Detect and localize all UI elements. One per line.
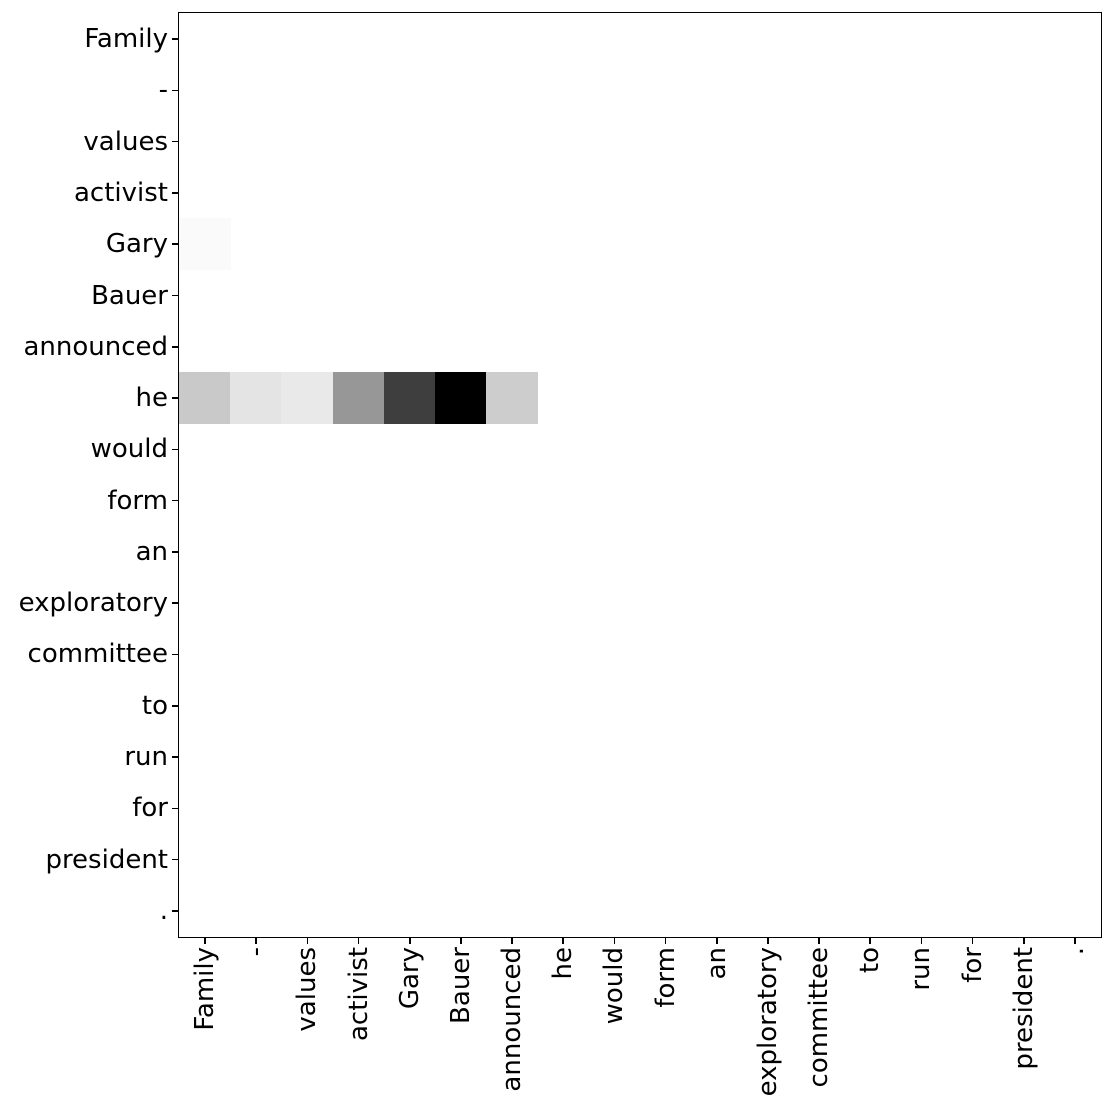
y-tick-mark bbox=[172, 858, 178, 861]
y-tick-label-committee: committee bbox=[27, 639, 168, 670]
x-tick-mark bbox=[562, 938, 565, 944]
y-tick-mark bbox=[172, 140, 178, 143]
y-tick-label-for: for bbox=[132, 793, 168, 824]
y-tick-mark bbox=[172, 397, 178, 399]
y-tick-label-announced: announced bbox=[23, 331, 168, 362]
x-tick-mark bbox=[767, 938, 769, 944]
x-tick-label-would: would bbox=[599, 947, 630, 1025]
y-tick-mark bbox=[172, 653, 178, 656]
x-tick-label-an: an bbox=[701, 947, 732, 980]
x-tick-mark bbox=[613, 938, 616, 944]
x-tick-label-values: values bbox=[292, 947, 323, 1032]
x-tick-mark bbox=[920, 938, 923, 944]
y-tick-label-president: president bbox=[45, 844, 168, 875]
x-tick-mark bbox=[1022, 938, 1025, 944]
y-tick-mark bbox=[172, 192, 178, 194]
y-tick-mark bbox=[172, 499, 178, 502]
x-tick-label-activist: activist bbox=[343, 947, 374, 1041]
y-tick-label-would: would bbox=[90, 434, 168, 465]
x-tick-mark bbox=[715, 938, 718, 944]
y-tick-mark bbox=[172, 294, 178, 297]
y-tick-label-Bauer: Bauer bbox=[91, 280, 168, 311]
y-tick-mark bbox=[172, 704, 178, 707]
y-tick-mark bbox=[172, 346, 178, 348]
x-tick-label-Family: Family bbox=[190, 947, 221, 1031]
x-tick-label-he: he bbox=[548, 947, 579, 980]
heatmap-plot-area bbox=[178, 12, 1102, 938]
heatmap-cell-he-Gary bbox=[383, 371, 436, 424]
x-tick-mark bbox=[204, 938, 206, 944]
y-tick-label-run: run bbox=[124, 742, 168, 773]
x-tick-mark bbox=[818, 938, 820, 944]
x-tick-label-Gary: Gary bbox=[394, 947, 425, 1010]
y-tick-mark bbox=[172, 243, 178, 246]
y-tick-mark bbox=[172, 807, 178, 810]
y-tick-mark bbox=[172, 910, 178, 912]
y-tick-label--: - bbox=[158, 75, 168, 106]
heatmap-cell-he-activist bbox=[332, 371, 385, 424]
y-tick-label-Gary: Gary bbox=[105, 229, 168, 260]
x-tick-label-form: form bbox=[650, 947, 681, 1008]
y-tick-label-to: to bbox=[141, 690, 168, 721]
y-tick-mark bbox=[172, 38, 178, 40]
x-tick-mark bbox=[306, 938, 309, 944]
heatmap-cell-he-values bbox=[281, 371, 333, 424]
y-tick-label-Family: Family bbox=[84, 24, 168, 55]
x-tick-mark bbox=[1074, 938, 1076, 944]
y-tick-mark bbox=[172, 756, 178, 758]
y-tick-mark bbox=[172, 89, 178, 92]
x-tick-label-committee: committee bbox=[804, 947, 835, 1088]
x-tick-mark bbox=[460, 938, 462, 944]
x-tick-mark bbox=[869, 938, 872, 944]
x-tick-label-president: president bbox=[1008, 947, 1039, 1070]
x-tick-mark bbox=[511, 938, 513, 944]
y-tick-mark bbox=[172, 448, 178, 451]
heatmap-cell-he-Family bbox=[179, 371, 231, 424]
x-tick-mark bbox=[255, 938, 258, 944]
y-tick-mark bbox=[172, 602, 178, 604]
y-tick-label-exploratory: exploratory bbox=[18, 588, 168, 619]
x-tick-mark bbox=[971, 938, 974, 944]
x-tick-label-Bauer: Bauer bbox=[445, 947, 476, 1024]
y-tick-label-activist: activist bbox=[74, 177, 168, 208]
x-tick-mark bbox=[408, 938, 411, 944]
x-tick-label-.: . bbox=[1059, 947, 1090, 956]
y-tick-label-values: values bbox=[83, 126, 168, 157]
y-tick-mark bbox=[172, 551, 178, 553]
x-tick-label--: - bbox=[241, 947, 272, 957]
heatmap-cell-he-announced bbox=[486, 371, 538, 424]
x-tick-label-for: for bbox=[957, 947, 988, 983]
x-tick-label-exploratory: exploratory bbox=[752, 947, 783, 1097]
heatmap-cell-he-- bbox=[230, 371, 282, 424]
x-tick-label-announced: announced bbox=[497, 947, 528, 1092]
y-tick-label-form: form bbox=[107, 485, 168, 516]
x-tick-mark bbox=[664, 938, 667, 944]
heatmap-cell-he-Bauer bbox=[434, 371, 487, 424]
y-tick-label-.: . bbox=[159, 895, 168, 926]
x-tick-label-run: run bbox=[906, 947, 937, 991]
y-tick-label-he: he bbox=[135, 383, 168, 414]
x-tick-label-to: to bbox=[855, 947, 886, 974]
x-tick-mark bbox=[357, 938, 360, 944]
y-tick-label-an: an bbox=[135, 536, 168, 567]
heatmap-cell-Gary-Family bbox=[179, 218, 231, 270]
